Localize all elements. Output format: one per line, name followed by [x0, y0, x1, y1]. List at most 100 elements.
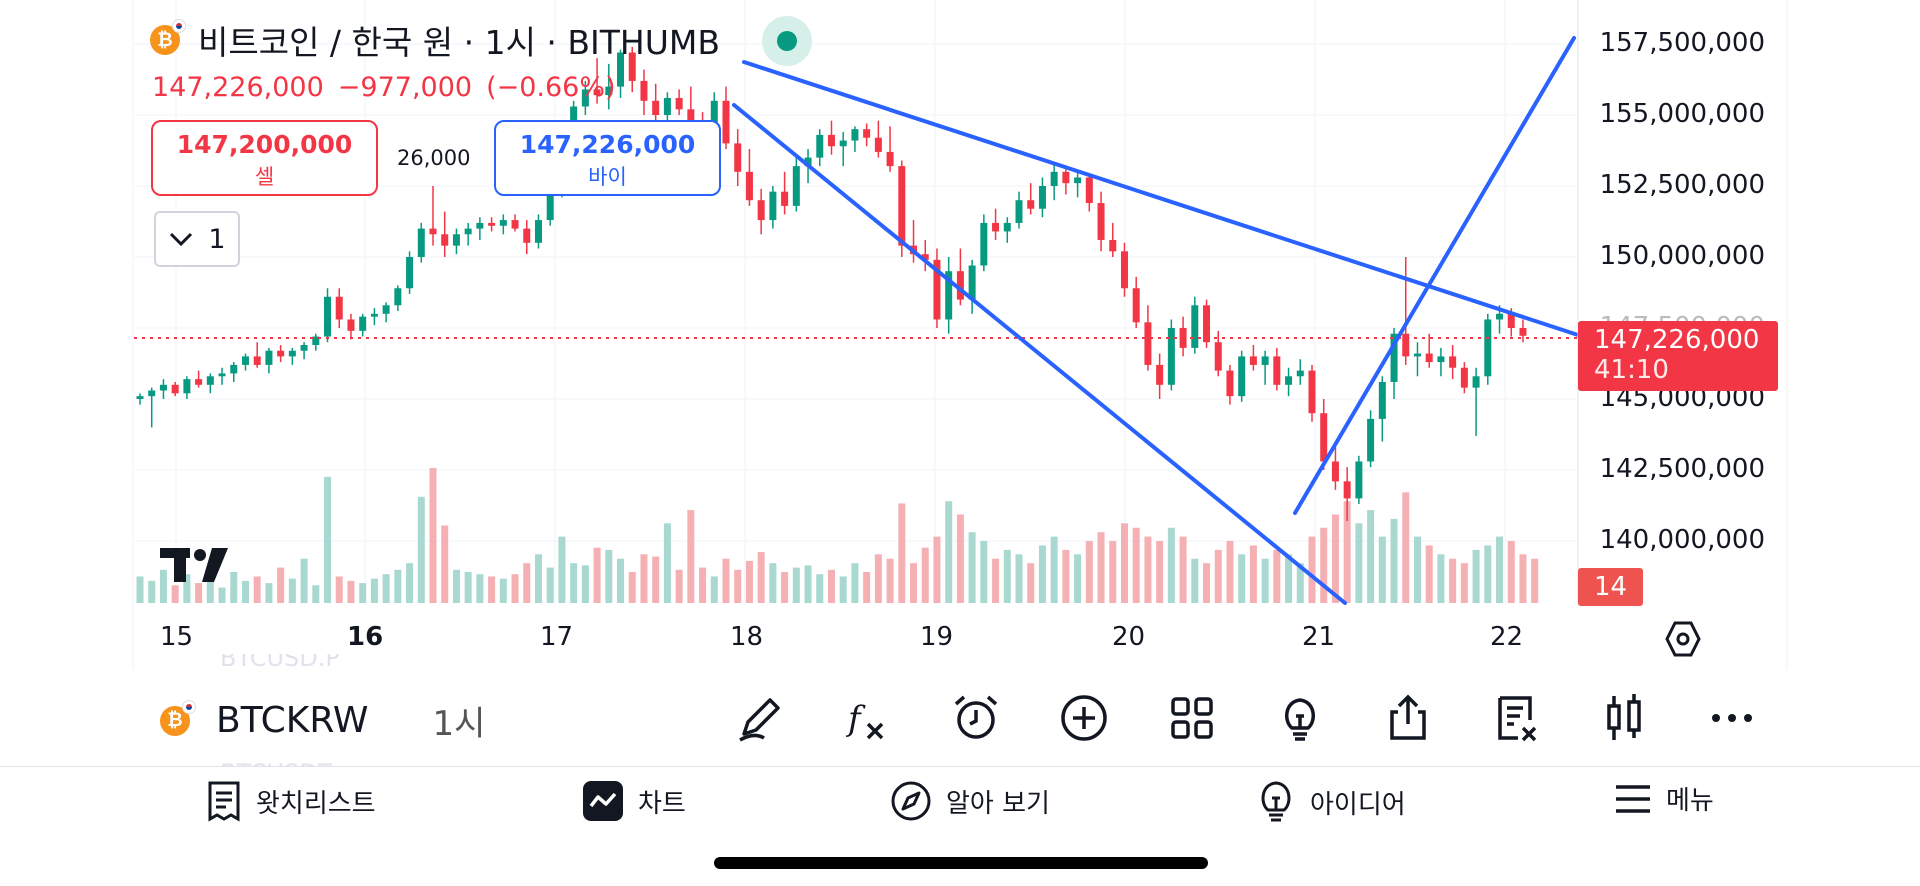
toolbar-interval[interactable]: 1시	[432, 704, 486, 744]
candle-body	[1367, 418, 1375, 462]
candle	[910, 220, 918, 263]
tradingview-logo-icon[interactable]	[160, 540, 230, 596]
market-open-status-icon[interactable]	[762, 16, 812, 66]
share-icon[interactable]	[1380, 690, 1436, 746]
volume-bar	[1132, 527, 1140, 603]
volume-bar	[534, 554, 542, 603]
candle-body	[265, 350, 273, 365]
candle	[148, 387, 156, 428]
more-icon[interactable]	[1704, 690, 1760, 746]
volume-bar	[1273, 549, 1281, 603]
volume-bar	[523, 563, 531, 603]
price-axis-label: 140,000,000	[1599, 525, 1765, 555]
nav-divider	[0, 766, 1920, 767]
symbol-selector[interactable]: ₿ BTCKRW 1시	[160, 696, 485, 745]
sell-label: 셀	[254, 165, 275, 189]
volume-bar	[745, 560, 753, 603]
candle-body	[1390, 333, 1398, 382]
candle-body	[499, 220, 507, 226]
candle	[1378, 376, 1386, 442]
volume-bar	[1074, 554, 1082, 603]
candle	[1156, 353, 1164, 399]
volume-bar	[241, 580, 249, 603]
candle-body	[933, 259, 941, 320]
current-price-tag: 147,226,000 41:10	[1578, 321, 1778, 391]
candle	[1203, 299, 1211, 348]
symbol-header[interactable]: ₿ 비트코인 / 한국 원 · 1시 · BITHUMB	[150, 18, 720, 62]
volume-bar	[956, 514, 964, 603]
volume-bar	[1249, 545, 1257, 603]
plus-circle-icon[interactable]	[1056, 690, 1112, 746]
candle-body	[1472, 376, 1480, 388]
volume-bar	[1179, 536, 1187, 603]
candle	[1413, 342, 1421, 377]
sell-button[interactable]: 147,200,000 셀	[151, 120, 378, 196]
bar-countdown: 41:10	[1594, 355, 1669, 385]
volume-bar	[605, 549, 613, 603]
quantity-dropdown[interactable]: 1	[154, 211, 240, 267]
candle-body	[1460, 367, 1468, 388]
candle	[300, 342, 308, 360]
hexagon-settings-icon[interactable]	[1663, 619, 1703, 659]
candle	[1074, 171, 1082, 198]
trendline-upper	[742, 60, 1580, 337]
bottom-navigation: 왓치리스트 차트 알아 보기 아이디어 메뉴	[0, 768, 1920, 838]
candle	[675, 89, 683, 115]
candle-body	[1437, 356, 1445, 363]
candle-body	[1062, 171, 1070, 184]
candle-body	[511, 220, 519, 229]
candle	[652, 83, 660, 124]
ghost-label-2: BTCUSDT	[220, 758, 332, 766]
candle	[1120, 242, 1128, 297]
candle	[827, 120, 835, 155]
candle-body	[464, 228, 472, 235]
candlestick-icon[interactable]	[1596, 690, 1652, 746]
candle	[218, 367, 226, 385]
volume-bar	[968, 532, 976, 603]
volume-bar	[1355, 523, 1363, 603]
candle-body	[640, 80, 648, 101]
volume-bar	[1390, 518, 1398, 603]
volume-bar	[1496, 536, 1504, 603]
buy-price: 147,226,000	[519, 130, 696, 159]
symbol-title: 비트코인 / 한국 원 · 1시 · BITHUMB	[198, 23, 721, 62]
candle-body	[476, 222, 484, 229]
candle	[523, 220, 531, 255]
candle	[288, 347, 296, 365]
candle-body	[663, 97, 671, 115]
volume-bar	[148, 580, 156, 603]
volume-bar	[769, 563, 777, 603]
candle-body	[1484, 319, 1492, 377]
volume-bar	[429, 468, 437, 603]
candle	[1015, 191, 1023, 229]
nav-explore[interactable]: 알아 보기	[890, 780, 1050, 822]
candle	[1367, 410, 1375, 468]
candle-body	[792, 166, 800, 206]
pen-icon[interactable]	[732, 690, 788, 746]
nav-watchlist[interactable]: 왓치리스트	[206, 780, 376, 822]
volume-bar	[230, 572, 238, 603]
candle-body	[523, 228, 531, 243]
price-chart[interactable]	[0, 0, 1920, 670]
candle	[370, 308, 378, 326]
volume-bar	[1097, 532, 1105, 603]
volume-bar	[1378, 536, 1386, 603]
price-axis-label: 155,000,000	[1599, 99, 1765, 129]
idea-bulb-icon[interactable]	[1272, 690, 1328, 746]
trendline-breakout	[1293, 36, 1576, 515]
candle-body	[1167, 328, 1175, 385]
volume-bar	[288, 578, 296, 603]
nav-ideas[interactable]: 아이디어	[1256, 780, 1406, 824]
alarm-clock-icon[interactable]	[948, 690, 1004, 746]
compare-icon[interactable]	[1488, 690, 1544, 746]
nav-chart[interactable]: 차트	[582, 780, 686, 822]
buy-button[interactable]: 147,226,000 바이	[494, 120, 721, 196]
nav-menu[interactable]: 메뉴	[1614, 780, 1714, 817]
candle-body	[1496, 313, 1504, 320]
candle	[159, 379, 167, 399]
volume-bar	[863, 572, 871, 603]
layout-grid-icon[interactable]	[1164, 690, 1220, 746]
bitcoin-icon: ₿	[150, 19, 186, 55]
volume-bar	[687, 510, 695, 603]
fx-indicator-icon[interactable]: f	[840, 690, 896, 746]
